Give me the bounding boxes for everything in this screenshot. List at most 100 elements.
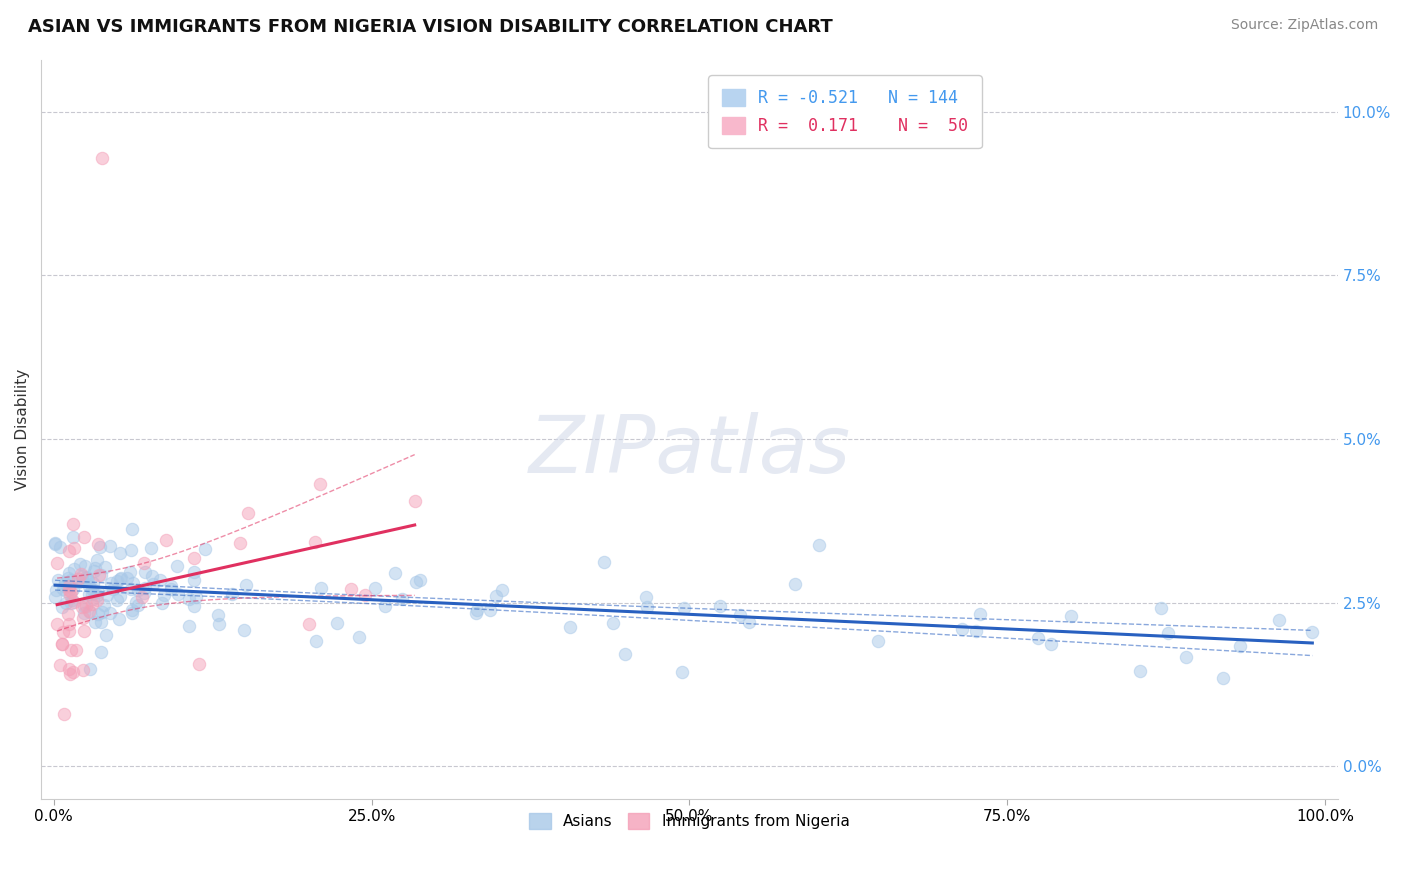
Point bbox=[73, 530, 96, 544]
Point bbox=[56, 607, 79, 621]
Point bbox=[384, 566, 406, 581]
Point bbox=[465, 603, 488, 617]
Point bbox=[167, 587, 190, 601]
Point bbox=[60, 643, 83, 657]
Point bbox=[87, 537, 110, 551]
Point bbox=[90, 615, 112, 630]
Point bbox=[86, 589, 108, 603]
Point bbox=[90, 645, 112, 659]
Point bbox=[409, 573, 432, 587]
Point bbox=[1174, 650, 1197, 665]
Point bbox=[72, 663, 94, 677]
Point bbox=[79, 587, 101, 601]
Point bbox=[53, 579, 76, 593]
Point bbox=[636, 599, 658, 614]
Point bbox=[91, 605, 114, 619]
Point bbox=[58, 583, 80, 598]
Point bbox=[127, 598, 149, 612]
Point bbox=[141, 569, 163, 583]
Point bbox=[728, 608, 751, 623]
Point bbox=[82, 575, 104, 590]
Point bbox=[58, 617, 80, 632]
Point bbox=[62, 582, 84, 597]
Point bbox=[491, 583, 513, 598]
Point bbox=[58, 566, 80, 581]
Point bbox=[121, 576, 143, 591]
Point bbox=[72, 600, 94, 615]
Point bbox=[52, 624, 75, 639]
Point bbox=[108, 572, 131, 586]
Point bbox=[183, 551, 205, 566]
Point bbox=[229, 536, 252, 550]
Point bbox=[194, 541, 217, 556]
Point bbox=[309, 476, 332, 491]
Point bbox=[673, 601, 696, 615]
Point bbox=[69, 558, 91, 572]
Point bbox=[44, 537, 66, 551]
Point bbox=[131, 590, 153, 604]
Point bbox=[613, 647, 636, 661]
Legend: Asians, Immigrants from Nigeria: Asians, Immigrants from Nigeria bbox=[523, 807, 855, 836]
Point bbox=[105, 593, 128, 607]
Point bbox=[90, 568, 112, 582]
Point bbox=[58, 624, 80, 639]
Point bbox=[76, 571, 98, 585]
Point bbox=[51, 637, 73, 651]
Point bbox=[93, 560, 115, 574]
Point bbox=[75, 599, 97, 613]
Point bbox=[110, 589, 132, 603]
Point bbox=[75, 570, 97, 584]
Point bbox=[63, 594, 86, 608]
Point bbox=[118, 565, 141, 579]
Text: ASIAN VS IMMIGRANTS FROM NIGERIA VISION DISABILITY CORRELATION CHART: ASIAN VS IMMIGRANTS FROM NIGERIA VISION … bbox=[28, 18, 832, 36]
Point bbox=[150, 596, 173, 610]
Point bbox=[353, 588, 375, 602]
Point bbox=[232, 623, 254, 637]
Point bbox=[58, 579, 80, 593]
Point bbox=[65, 643, 87, 657]
Point bbox=[304, 535, 326, 549]
Point bbox=[58, 662, 80, 676]
Point bbox=[53, 706, 76, 721]
Point bbox=[155, 533, 177, 548]
Point bbox=[46, 556, 69, 570]
Point bbox=[73, 559, 96, 574]
Point bbox=[404, 493, 426, 508]
Point bbox=[84, 560, 107, 574]
Point bbox=[62, 562, 84, 576]
Point bbox=[479, 603, 502, 617]
Point bbox=[298, 616, 321, 631]
Point bbox=[236, 506, 259, 520]
Point bbox=[969, 607, 991, 621]
Point bbox=[94, 628, 117, 642]
Point bbox=[52, 582, 75, 596]
Point bbox=[177, 619, 200, 633]
Point bbox=[77, 604, 100, 618]
Point bbox=[1229, 639, 1251, 653]
Point bbox=[188, 657, 211, 672]
Point bbox=[86, 593, 108, 607]
Point bbox=[49, 540, 72, 554]
Point bbox=[67, 575, 90, 590]
Point bbox=[1040, 636, 1063, 650]
Point bbox=[73, 599, 96, 613]
Point bbox=[87, 567, 110, 582]
Point bbox=[87, 607, 110, 621]
Point bbox=[58, 544, 80, 558]
Point bbox=[84, 615, 107, 629]
Point bbox=[1157, 625, 1180, 640]
Point bbox=[51, 637, 73, 651]
Point bbox=[1026, 631, 1049, 645]
Point bbox=[110, 571, 132, 585]
Point bbox=[70, 566, 93, 581]
Point bbox=[305, 633, 328, 648]
Point bbox=[868, 633, 890, 648]
Point bbox=[235, 578, 257, 592]
Point bbox=[1129, 664, 1152, 678]
Point bbox=[464, 606, 486, 620]
Point bbox=[207, 608, 229, 623]
Point bbox=[83, 564, 105, 578]
Point bbox=[309, 581, 332, 595]
Point bbox=[1150, 601, 1173, 615]
Point bbox=[142, 577, 165, 591]
